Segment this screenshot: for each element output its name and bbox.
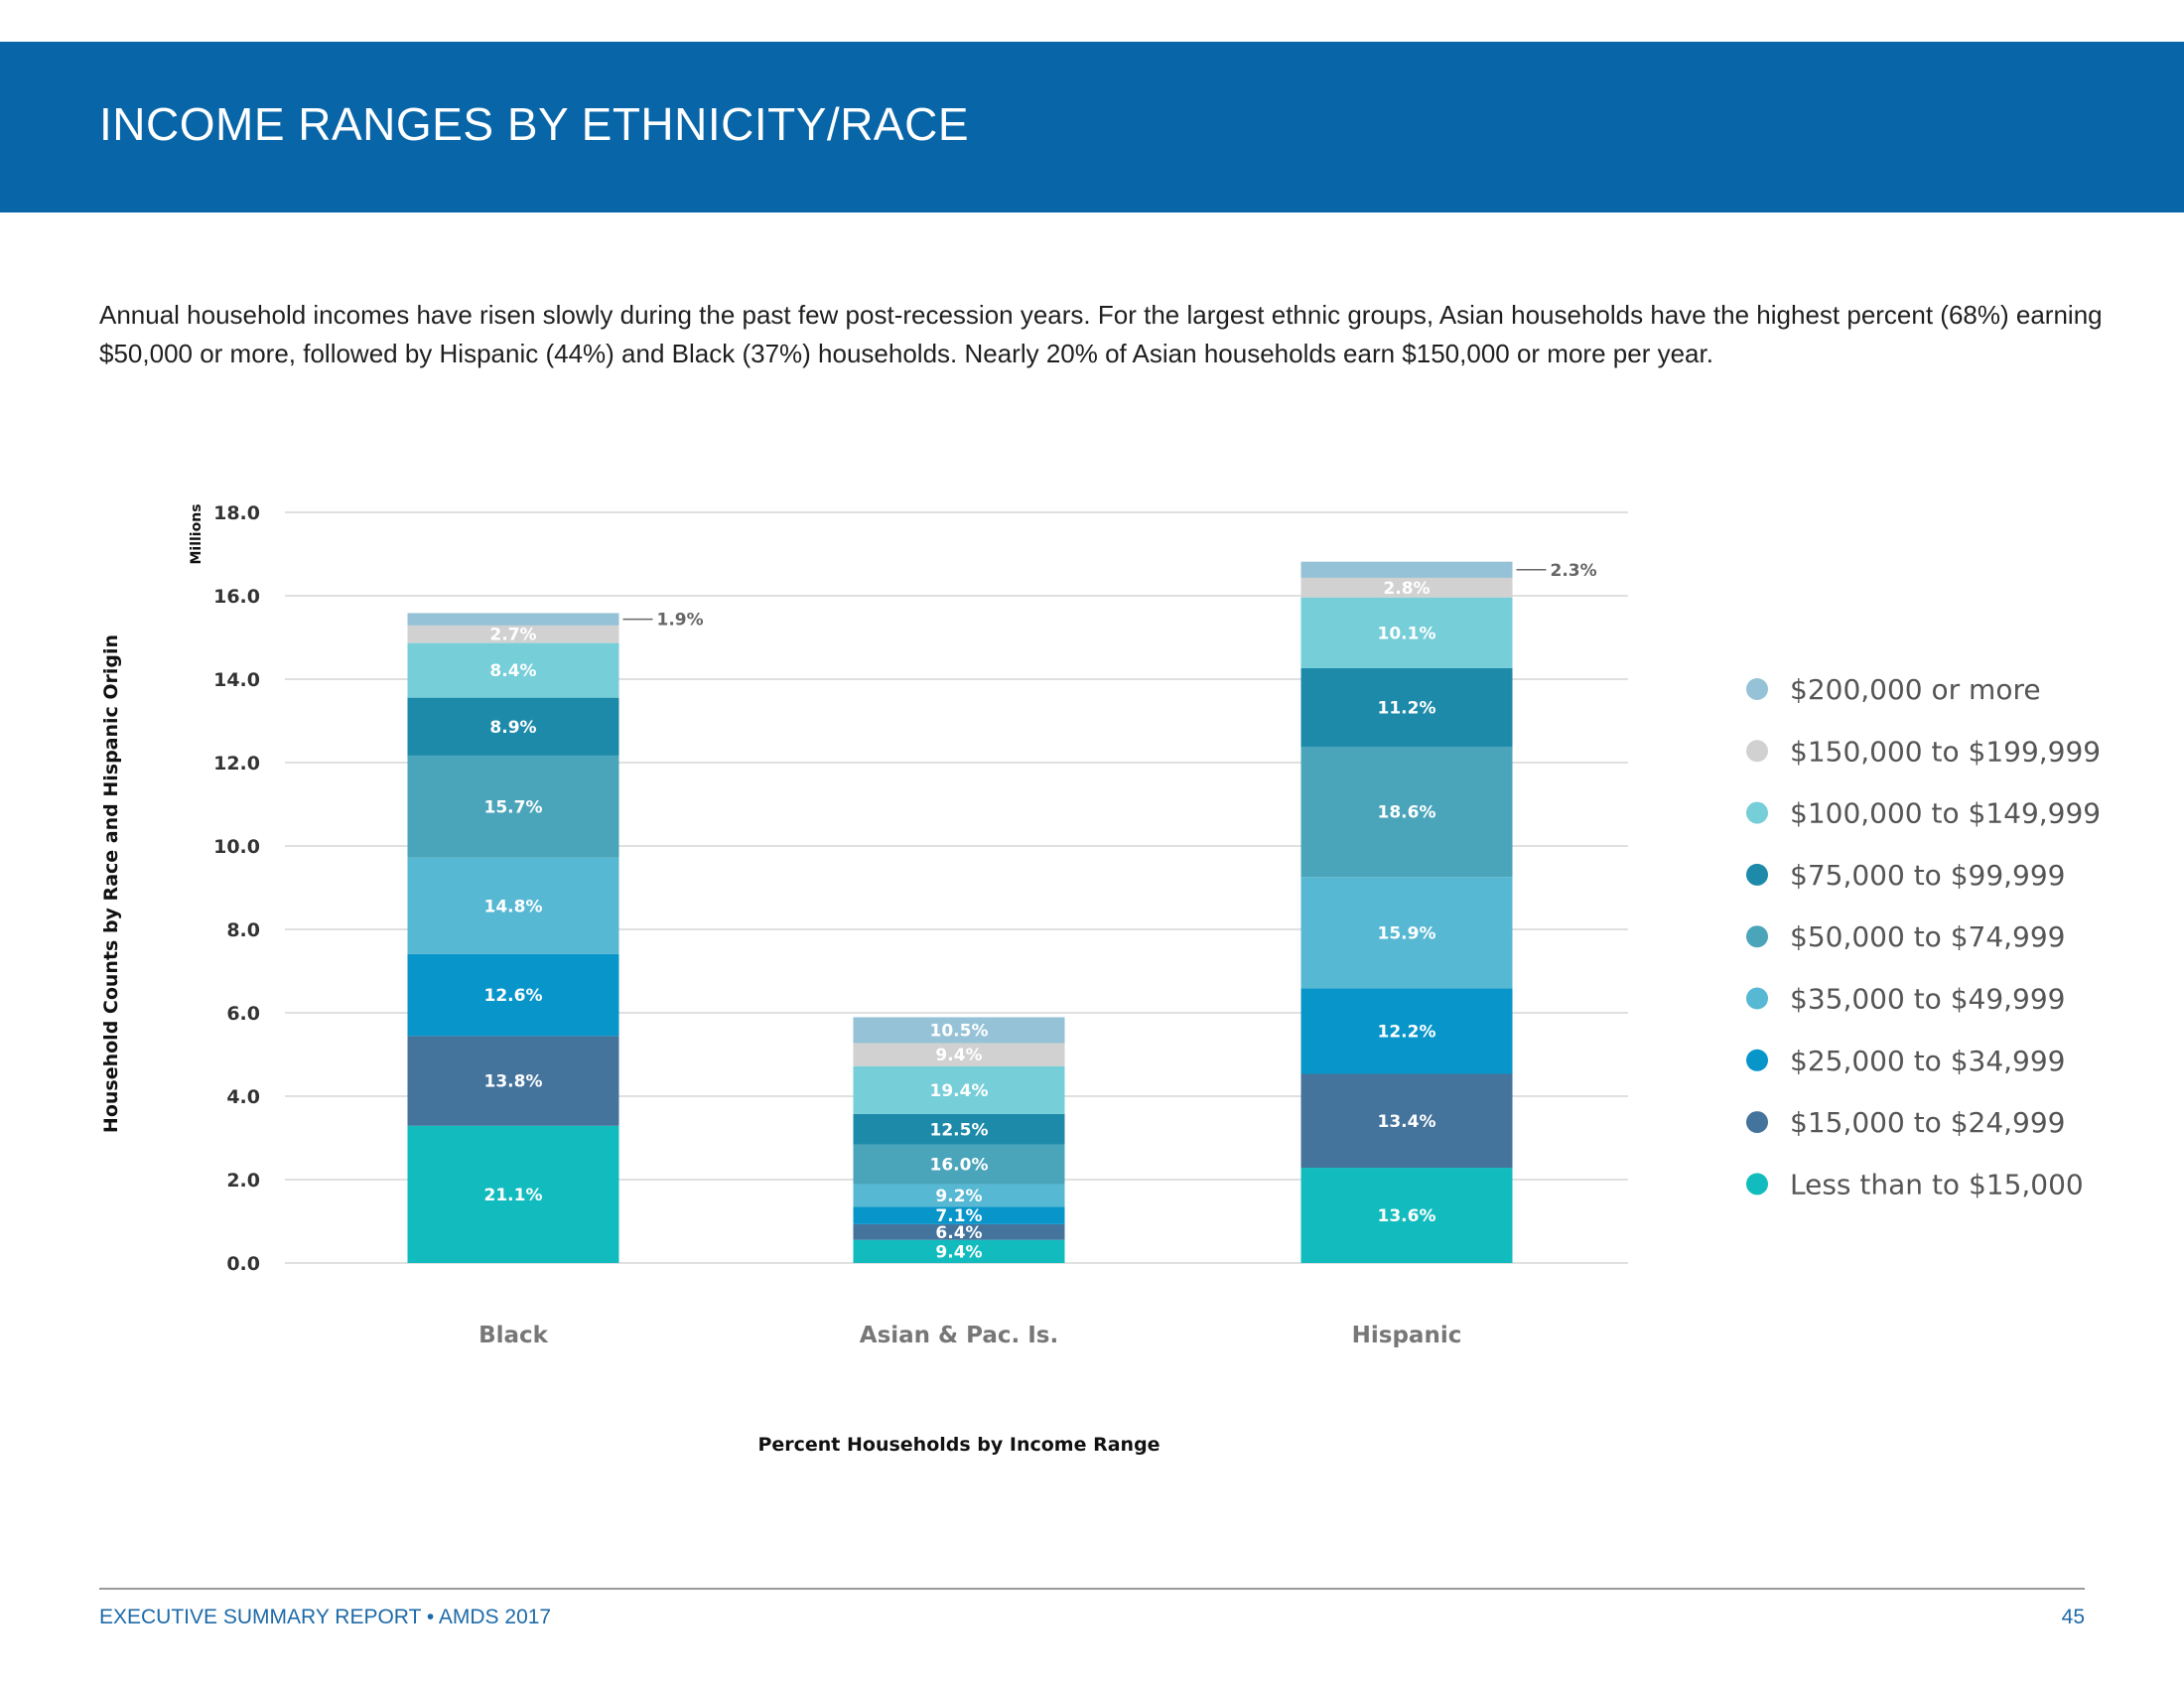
legend-swatch <box>1746 863 1768 886</box>
bar-segment <box>853 1065 1065 1114</box>
segment-label: 16.0% <box>930 1156 989 1176</box>
legend-label: $15,000 to $24,999 <box>1790 1106 2065 1139</box>
category-label: Black <box>478 1323 549 1348</box>
bar-segment <box>1300 877 1513 989</box>
segment-label: 9.4% <box>935 1242 982 1262</box>
bar-segment <box>407 1125 619 1263</box>
y-tick-label: 16.0 <box>213 586 260 608</box>
y-tick-label: 2.0 <box>226 1170 260 1192</box>
segment-label: 11.2% <box>1378 698 1436 718</box>
y-tick-label: 10.0 <box>213 836 260 858</box>
bar-segment <box>853 1113 1065 1145</box>
bar-segment <box>407 625 619 643</box>
legend-label: $150,000 to $199,999 <box>1790 735 2101 768</box>
segment-label: 15.7% <box>484 797 543 817</box>
category-label: Asian & Pac. Is. <box>860 1323 1058 1348</box>
bar-segment <box>853 1184 1065 1207</box>
bar-segment <box>407 613 619 626</box>
legend-swatch <box>1746 740 1768 763</box>
bar-segment <box>407 953 619 1037</box>
x-axis-label: Percent Households by Income Range <box>757 1434 1160 1456</box>
segment-label: 9.4% <box>935 1046 982 1065</box>
legend-swatch <box>1746 987 1768 1010</box>
y-tick-label: 8.0 <box>226 919 260 941</box>
legend-swatch <box>1746 1173 1768 1196</box>
legend-label: $50,000 to $74,999 <box>1790 920 2065 953</box>
segment-label: 2.8% <box>1383 579 1430 599</box>
legend-label: $25,000 to $34,999 <box>1790 1045 2065 1077</box>
segment-label: 7.1% <box>935 1206 982 1226</box>
bar-segment <box>853 1017 1065 1044</box>
bar-segment <box>1300 1073 1513 1169</box>
legend: $200,000 or more $150,000 to $199,999 $100… <box>1746 673 2101 1200</box>
segment-label: 13.8% <box>484 1072 543 1092</box>
bar-segment <box>1300 561 1513 578</box>
legend-swatch <box>1746 1049 1768 1071</box>
bar-segment <box>407 755 619 858</box>
y-axis-ticks: 0.0 2.0 4.0 6.0 8.0 10.0 12.0 14.0 16.0 18.0 <box>213 502 260 1275</box>
legend-swatch <box>1746 1111 1768 1134</box>
bar-segment <box>1300 577 1513 598</box>
page-title: INCOME RANGES BY ETHNICITY/RACE <box>99 98 970 150</box>
segment-label: 19.4% <box>930 1081 989 1101</box>
bar-segment <box>853 1144 1065 1185</box>
legend-swatch <box>1746 925 1768 948</box>
segment-label: 10.5% <box>930 1021 989 1041</box>
bar-segment <box>1300 746 1513 878</box>
stacked-bar-chart: 0.0 2.0 4.0 6.0 8.0 10.0 12.0 14.0 16.0 18.0 21.1… <box>100 502 2101 1456</box>
bar-segment <box>1300 667 1513 747</box>
segment-label: 12.5% <box>930 1120 989 1140</box>
bars: 21.1% 13.8% 12.6% 14.8% 15.7% 8.9% 8.4% 2.7% 1.9… <box>407 561 1597 1263</box>
segment-label: 9.2% <box>935 1187 982 1206</box>
segment-label: 14.8% <box>484 897 543 916</box>
legend-label: $35,000 to $49,999 <box>1790 983 2065 1016</box>
segment-label: 18.6% <box>1378 803 1436 823</box>
y-tick-label: 0.0 <box>226 1253 260 1275</box>
bar-segment <box>853 1206 1065 1224</box>
legend-label: $75,000 to $99,999 <box>1790 859 2065 892</box>
segment-label: 8.4% <box>489 661 536 681</box>
segment-label: 8.9% <box>489 718 536 738</box>
y-tick-label: 4.0 <box>226 1086 260 1108</box>
bar-segment <box>407 857 619 954</box>
intro-paragraph: Annual household incomes have risen slow… <box>99 300 2103 368</box>
segment-label: 1.9% <box>657 611 704 631</box>
bar-segment <box>407 642 619 698</box>
bar-segment <box>1300 597 1513 668</box>
segment-label: 12.6% <box>484 986 543 1006</box>
segment-label: 12.2% <box>1378 1022 1436 1042</box>
bar-segment <box>853 1239 1065 1263</box>
y-tick-label: 12.0 <box>213 753 260 774</box>
segment-label: 10.1% <box>1378 624 1436 643</box>
segment-label: 13.6% <box>1378 1206 1436 1226</box>
bar-segment <box>407 1036 619 1126</box>
y-tick-label: 6.0 <box>226 1003 260 1025</box>
category-label: Hispanic <box>1352 1323 1462 1348</box>
legend-label: Less than to $15,000 <box>1790 1168 2084 1200</box>
footer-divider <box>99 1588 2085 1590</box>
y-tick-label: 14.0 <box>213 669 260 691</box>
segment-label: 21.1% <box>484 1186 543 1205</box>
legend-swatch <box>1746 678 1768 700</box>
bar-segment <box>407 697 619 756</box>
y-tick-label: 18.0 <box>213 502 260 524</box>
segment-label: 13.4% <box>1378 1112 1436 1132</box>
bar-segment <box>853 1223 1065 1240</box>
bar-segment <box>853 1043 1065 1066</box>
segment-label: 15.9% <box>1378 923 1436 943</box>
legend-label: $100,000 to $149,999 <box>1790 797 2101 830</box>
x-axis-categories: Black Asian & Pac. Is. Hispanic <box>478 1323 1461 1348</box>
segment-label: 6.4% <box>935 1223 982 1243</box>
bar-segment <box>1300 988 1513 1074</box>
legend-swatch <box>1746 801 1768 824</box>
y-unit-label: Millions <box>189 503 205 564</box>
footer-report-title: EXECUTIVE SUMMARY REPORT • AMDS 2017 <box>99 1606 552 1628</box>
header-band <box>0 42 2184 212</box>
segment-label: 2.3% <box>1551 561 1597 581</box>
bar-segment <box>1300 1168 1513 1263</box>
segment-label: 2.7% <box>489 626 536 645</box>
page-number: 45 <box>2061 1606 2085 1628</box>
y-axis-label: Household Counts by Race and Hispanic Or… <box>100 634 122 1133</box>
legend-label: $200,000 or more <box>1790 673 2041 706</box>
